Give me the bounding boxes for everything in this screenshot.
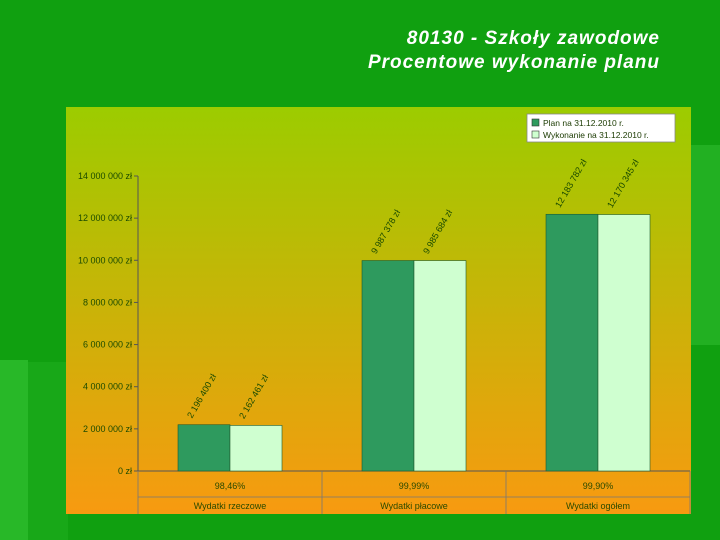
- decorative-panel-left: [0, 360, 28, 540]
- bar-plan: [545, 213, 599, 472]
- category-label: Wydatki rzeczowe: [194, 501, 266, 511]
- y-tick-label: 14 000 000 zł: [78, 171, 132, 181]
- percentage-label: 98,46%: [215, 481, 246, 491]
- decorative-panel-right: [690, 145, 720, 345]
- legend-swatch: [531, 130, 540, 139]
- percentage-label: 99,99%: [399, 481, 430, 491]
- category-label: Wydatki ogółem: [566, 501, 630, 511]
- data-table: 98,46% Wydatki rzeczowe 99,99% Wydatki płac…: [137, 471, 691, 514]
- legend-swatch: [531, 118, 540, 127]
- bar-plan: [361, 260, 415, 472]
- slide-subtitle: Procentowe wykonanie planu: [367, 52, 660, 73]
- y-tick-label: 2 000 000 zł: [83, 424, 132, 434]
- bar-wykonanie: [597, 214, 651, 472]
- y-tick-label: 6 000 000 zł: [83, 340, 132, 350]
- y-tick-label: 4 000 000 zł: [83, 382, 132, 392]
- bars-layer: [177, 213, 651, 472]
- y-tick-label: 8 000 000 zł: [83, 297, 132, 307]
- percentage-label: 99,90%: [583, 481, 614, 491]
- legend-label: Plan na 31.12.2010 r.: [543, 118, 624, 128]
- y-tick-label: 0 zł: [118, 466, 132, 476]
- y-tick-label: 10 000 000 zł: [78, 255, 132, 265]
- legend-box: [526, 113, 676, 143]
- y-tick-label: 12 000 000 zł: [78, 213, 132, 223]
- decorative-panel-bottom: [28, 362, 68, 540]
- bar-wykonanie: [229, 425, 283, 472]
- category-label: Wydatki płacowe: [380, 501, 447, 511]
- bar-wykonanie: [413, 260, 467, 472]
- slide-title: 80130 - Szkoły zawodowe: [406, 28, 660, 49]
- legend: Plan na 31.12.2010 r. Wykonanie na 31.12.…: [526, 113, 676, 143]
- legend-label: Wykonanie na 31.12.2010 r.: [543, 130, 649, 140]
- bar-plan: [177, 424, 231, 472]
